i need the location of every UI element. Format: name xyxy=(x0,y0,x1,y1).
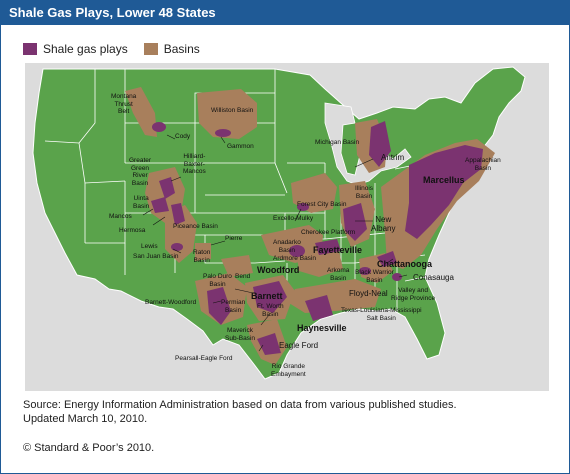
label-chattanooga: Chattanooga xyxy=(377,259,432,269)
label-hermosa: Hermosa xyxy=(119,227,146,234)
label-barnett-woodford: Barnett-Woodford xyxy=(145,299,197,306)
map-graphic xyxy=(25,63,549,391)
copyright: © Standard & Poor’s 2010. xyxy=(23,442,155,454)
label-valley-ridge: Valley and Ridge Province xyxy=(391,287,436,302)
label-fayetteville: Fayetteville xyxy=(313,245,363,255)
label-floyd-neal: Floyd-Neal xyxy=(349,289,388,298)
play-eagle-ford xyxy=(257,333,281,355)
legend: Shale gas plays Basins xyxy=(23,41,216,57)
legend-swatch-basins xyxy=(143,43,158,55)
label-black-warrior-basin: Black Warrior Basin xyxy=(355,269,394,284)
label-cody: Cody xyxy=(175,133,191,140)
updated-note: Updated March 10, 2010. xyxy=(23,413,148,425)
play-conasauga xyxy=(392,273,402,281)
label-appalachian-basin: Appalachian Basin xyxy=(465,157,501,172)
label-arkoma-basin: Arkoma Basin xyxy=(327,267,350,282)
label-marcellus: Marcellus xyxy=(423,175,465,185)
label-uinta-basin: Uinta Basin xyxy=(133,195,150,210)
label-mancos: Mancos xyxy=(109,213,132,220)
play-barnett xyxy=(253,281,287,313)
label-williston-basin: Williston Basin xyxy=(211,107,254,114)
label-antrim: Antrim xyxy=(381,153,405,162)
play-fayetteville xyxy=(315,239,341,255)
label-maverick-sub-basin: Maverick Sub-Basin xyxy=(225,327,255,342)
play-antrim xyxy=(369,121,391,167)
label-salt-basin: Texas-Louisiana-Mississippi Salt Basin xyxy=(341,307,422,322)
play-cody xyxy=(152,122,166,132)
play-gammon xyxy=(215,129,231,137)
label-bend: Bend xyxy=(235,273,251,280)
label-ft-worth-basin: Ft. Worth Basin xyxy=(257,303,284,318)
legend-label-shale: Shale gas plays xyxy=(43,42,128,56)
label-woodford: Woodford xyxy=(257,265,300,275)
play-excello xyxy=(297,203,309,211)
basin-anadarko xyxy=(261,225,323,263)
basin-raton xyxy=(195,243,211,261)
play-hilliard xyxy=(159,177,175,199)
play-piceance xyxy=(171,203,185,225)
label-lewis: Lewis xyxy=(141,243,158,250)
label-palo-duro-basin: Palo Duro Basin xyxy=(203,273,232,288)
label-gammon: Gammon xyxy=(227,143,254,150)
label-permian-basin: Permian Basin xyxy=(221,299,246,314)
play-chattanooga xyxy=(377,251,397,267)
basin-palo-duro xyxy=(221,255,253,277)
play-marcellus xyxy=(405,145,483,239)
us-landmass xyxy=(32,66,526,380)
label-piceance-basin: Piceance Basin xyxy=(173,223,218,230)
leader-lines xyxy=(142,134,408,352)
label-pierre: Pierre xyxy=(225,235,243,242)
label-eagle-ford: Eagle Ford xyxy=(279,341,319,350)
label-anadarko-basin: Anadarko Basin xyxy=(273,239,301,254)
label-michigan-basin: Michigan Basin xyxy=(315,139,360,146)
play-haynesville xyxy=(305,295,333,321)
play-new-albany xyxy=(343,203,367,241)
label-montana-thrust-belt: Montana Thrust Belt xyxy=(111,93,137,115)
label-illinois-basin: Illinois Basin xyxy=(355,185,374,200)
label-haynesville: Haynesville xyxy=(297,323,347,333)
play-woodford-ok xyxy=(289,245,305,257)
shale-plays-layer xyxy=(151,121,483,355)
label-raton-basin: Raton Basin xyxy=(193,249,211,264)
basin-williston xyxy=(197,89,257,139)
label-excello-mulky: Excello-Mulky xyxy=(273,215,314,222)
label-pearsall-eagle-ford: Pearsall-Eagle Ford xyxy=(175,355,233,362)
us-map: Montana Thrust Belt Williston Basin Cody… xyxy=(25,63,549,391)
play-lewis xyxy=(171,243,183,251)
legend-label-basins: Basins xyxy=(163,42,200,56)
play-barnett-woodford xyxy=(207,287,231,325)
label-san-juan-basin: San Juan Basin xyxy=(133,253,179,260)
play-floyd-neal xyxy=(359,267,371,275)
figure-title: Shale Gas Plays, Lower 48 States xyxy=(1,1,569,25)
label-hilliard: Hilliard- Baxter- Mancos xyxy=(183,153,206,175)
source-note: Source: Energy Information Administratio… xyxy=(23,399,457,411)
label-rio-grande-embayment: Rio Grande Embayment xyxy=(271,363,306,378)
basin-montana-thrust xyxy=(125,87,157,137)
label-ardmore-basin: Ardmore Basin xyxy=(273,255,316,262)
label-conasauga: Conasauga xyxy=(413,273,454,282)
basin-arkoma xyxy=(297,251,343,277)
play-mancos xyxy=(151,197,169,213)
label-new-albany: New Albany xyxy=(371,215,396,233)
label-forest-city-basin: Forest City Basin xyxy=(297,201,347,208)
basin-forest-city xyxy=(291,173,337,213)
label-greater-green-river: Greater Green River Basin xyxy=(129,157,152,187)
label-barnett: Barnett xyxy=(251,291,283,301)
label-cherokee-platform: Cherokee Platform xyxy=(301,229,356,236)
legend-swatch-shale xyxy=(23,43,37,55)
